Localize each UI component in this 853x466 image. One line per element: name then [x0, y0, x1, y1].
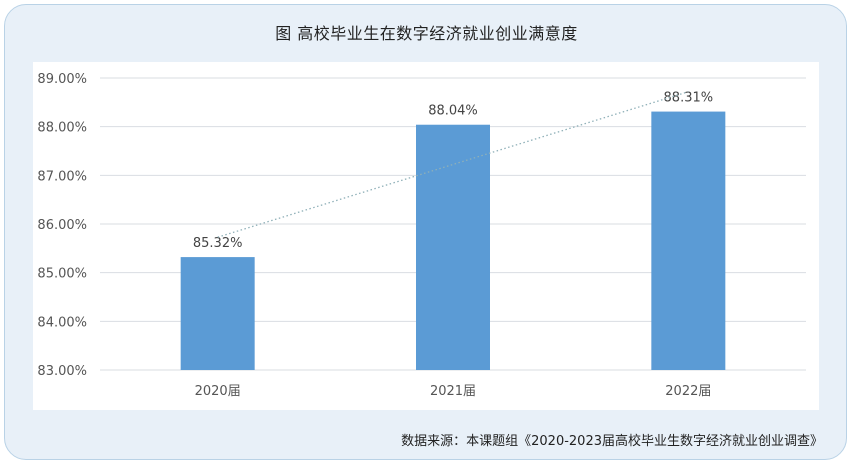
bar — [180, 257, 255, 370]
chart-panel: 83.00% 84.00% 85.00% 86.00% 87.00% 88.00% 89.0… — [33, 62, 819, 410]
data-label: 85.32% — [193, 236, 243, 251]
data-label: 88.31% — [664, 91, 714, 106]
y-tick-label: 88.00% — [37, 121, 87, 136]
x-tick-label: 2021届 — [430, 384, 476, 399]
x-tick-label: 2020届 — [195, 384, 241, 399]
chart-title: 图 高校毕业生在数字经济就业创业满意度 — [275, 24, 578, 43]
bar — [651, 111, 726, 370]
y-tick-label: 85.00% — [37, 267, 87, 282]
data-label: 88.04% — [428, 104, 478, 119]
y-tick-label: 84.00% — [37, 315, 87, 330]
y-tick-label: 83.00% — [37, 364, 87, 379]
data-source-note: 数据来源：本课题组《2020-2023届高校毕业生数字经济就业创业调查》 — [401, 434, 823, 449]
y-tick-label: 89.00% — [37, 72, 87, 87]
y-tick-label: 87.00% — [37, 169, 87, 184]
bar — [416, 124, 490, 370]
x-tick-label: 2022届 — [665, 384, 711, 399]
y-tick-label: 86.00% — [37, 218, 87, 233]
bar-chart: 83.00% 84.00% 85.00% 86.00% 87.00% 88.00% 89.0… — [37, 72, 806, 399]
